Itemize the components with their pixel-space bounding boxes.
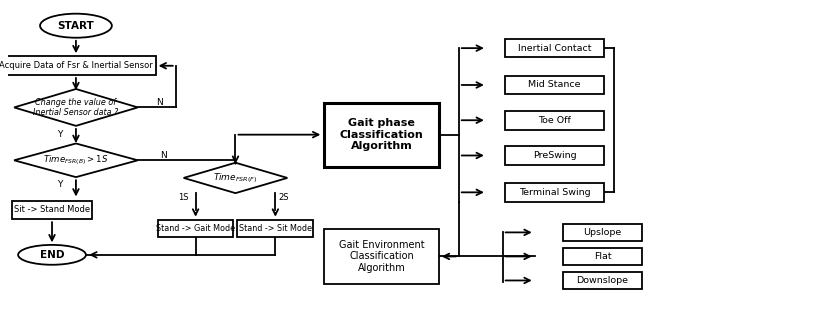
- FancyBboxPatch shape: [505, 146, 605, 165]
- FancyBboxPatch shape: [505, 39, 605, 58]
- Text: N: N: [160, 151, 167, 160]
- Text: Flat: Flat: [593, 252, 611, 261]
- Text: Mid Stance: Mid Stance: [528, 80, 581, 90]
- FancyBboxPatch shape: [505, 76, 605, 94]
- Text: Toe Off: Toe Off: [538, 116, 571, 125]
- FancyBboxPatch shape: [0, 57, 155, 75]
- FancyBboxPatch shape: [562, 248, 642, 265]
- Polygon shape: [14, 144, 138, 177]
- FancyBboxPatch shape: [562, 224, 642, 241]
- Text: Terminal Swing: Terminal Swing: [519, 188, 590, 197]
- Text: Inertial Contact: Inertial Contact: [518, 43, 591, 53]
- FancyBboxPatch shape: [324, 229, 440, 284]
- Text: END: END: [40, 250, 64, 260]
- Text: Y: Y: [57, 130, 63, 139]
- FancyBboxPatch shape: [324, 103, 440, 167]
- Text: 1S: 1S: [178, 193, 189, 202]
- Text: $Time_{FSR(F)}$: $Time_{FSR(F)}$: [213, 171, 258, 185]
- Text: Change the value of
Inertial Sensor data ?: Change the value of Inertial Sensor data…: [33, 98, 119, 117]
- Text: Downslope: Downslope: [576, 276, 628, 285]
- Text: N: N: [156, 98, 163, 107]
- FancyBboxPatch shape: [505, 111, 605, 129]
- Text: Gait Environment
Classification
Algorithm: Gait Environment Classification Algorith…: [339, 240, 424, 273]
- Text: START: START: [58, 21, 94, 31]
- Text: Sit -> Stand Mode: Sit -> Stand Mode: [14, 205, 90, 215]
- Text: Stand -> Gait Mode: Stand -> Gait Mode: [156, 224, 235, 233]
- FancyBboxPatch shape: [12, 201, 92, 219]
- Text: Upslope: Upslope: [584, 228, 622, 237]
- Text: Stand -> Sit Mode: Stand -> Sit Mode: [239, 224, 312, 233]
- Text: PreSwing: PreSwing: [533, 151, 576, 160]
- Text: Y: Y: [57, 180, 63, 189]
- FancyBboxPatch shape: [238, 220, 313, 237]
- Text: $Time_{FSR(B)} > 1S$: $Time_{FSR(B)} > 1S$: [43, 153, 108, 167]
- Text: Gait phase
Classification
Algorithm: Gait phase Classification Algorithm: [339, 118, 423, 151]
- Text: 2S: 2S: [278, 193, 289, 202]
- FancyBboxPatch shape: [505, 183, 605, 202]
- Polygon shape: [14, 89, 138, 126]
- Polygon shape: [184, 163, 287, 193]
- FancyBboxPatch shape: [158, 220, 234, 237]
- Text: Acquire Data of Fsr & Inertial Sensor: Acquire Data of Fsr & Inertial Sensor: [0, 61, 153, 70]
- FancyBboxPatch shape: [562, 272, 642, 289]
